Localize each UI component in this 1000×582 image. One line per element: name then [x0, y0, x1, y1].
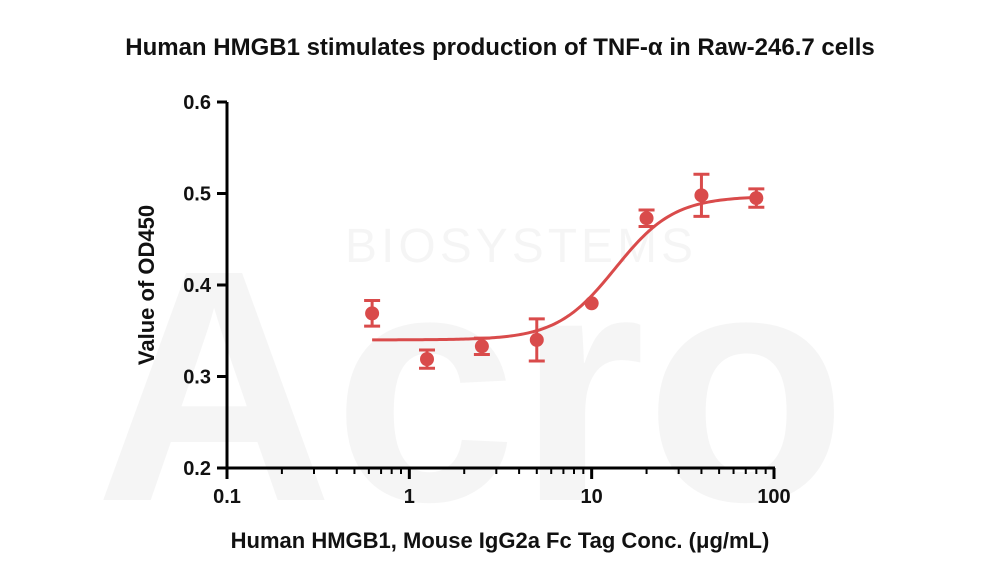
y-tick-label: 0.6 — [183, 92, 211, 114]
y-tick-label: 0.3 — [183, 367, 211, 389]
point-marker — [474, 339, 489, 354]
point-marker — [584, 296, 599, 311]
point-marker — [365, 306, 380, 321]
y-axis-label: Value of OD450 — [134, 205, 159, 365]
x-axis-label: Human HMGB1, Mouse IgG2a Fc Tag Conc. (μ… — [231, 528, 770, 553]
x-tick-label: 100 — [757, 486, 790, 508]
x-ticks: 0.1 1 10 100 — [213, 468, 791, 508]
x-tick-label: 1 — [404, 486, 415, 508]
data-point — [364, 299, 381, 328]
y-tick-label: 0.2 — [183, 458, 211, 480]
data-point — [584, 296, 599, 311]
point-marker — [529, 332, 544, 347]
x-tick-label: 10 — [581, 486, 603, 508]
y-tick-label: 0.5 — [183, 184, 211, 206]
point-marker — [420, 352, 435, 367]
data-point — [693, 172, 710, 218]
data-point — [638, 208, 655, 228]
x-tick-label: 0.1 — [213, 486, 241, 508]
data-point — [473, 336, 490, 357]
point-marker — [639, 211, 654, 226]
data-point — [748, 187, 765, 209]
watermark-sub: BIOSYSTEMS — [345, 220, 697, 273]
point-marker — [694, 188, 709, 203]
data-points — [364, 172, 765, 370]
fit-curve — [372, 195, 757, 342]
data-point — [419, 348, 436, 370]
point-marker — [749, 191, 764, 206]
y-tick-label: 0.4 — [183, 275, 212, 297]
y-ticks: 0.2 0.3 0.4 0.5 0.6 — [183, 92, 227, 480]
data-point — [528, 317, 545, 363]
chart-title: Human HMGB1 stimulates production of TNF… — [125, 34, 875, 61]
